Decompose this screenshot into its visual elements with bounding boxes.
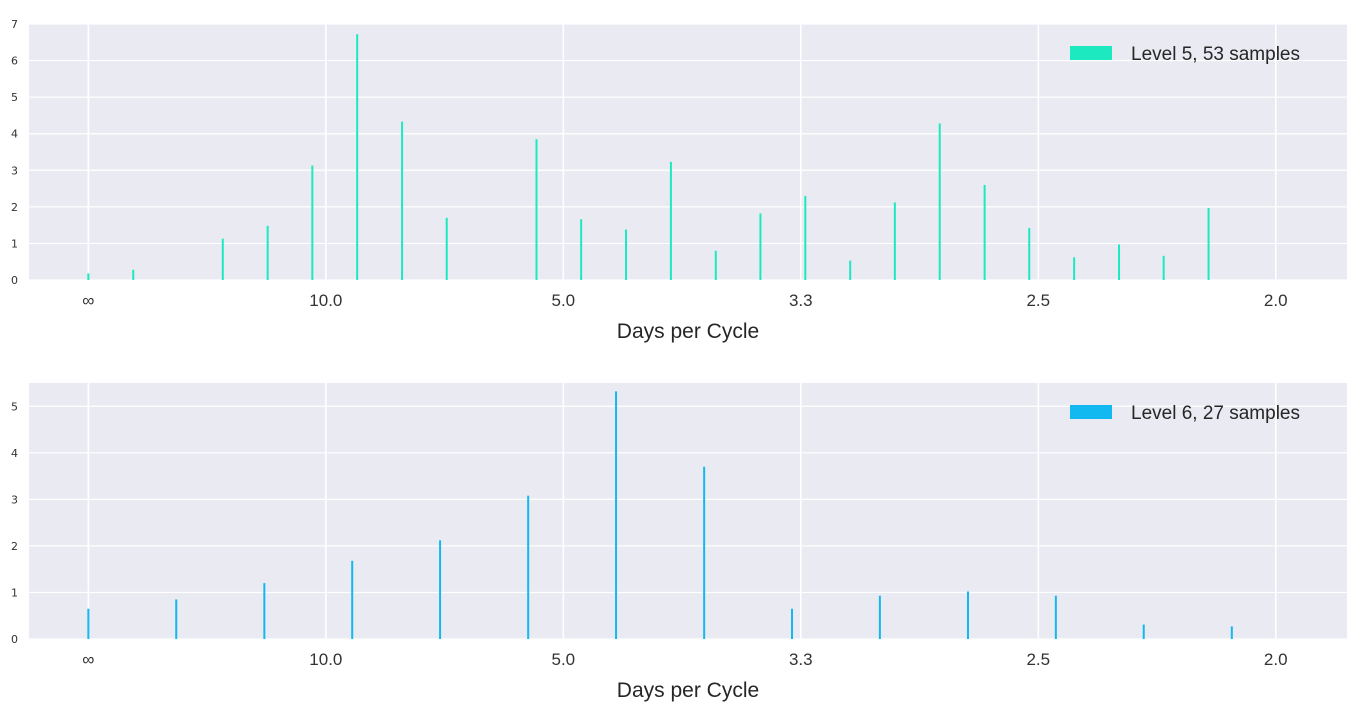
legend-swatch xyxy=(1070,46,1112,60)
y-tick-label: 4 xyxy=(11,128,18,141)
x-tick-label: 2.5 xyxy=(1026,291,1050,310)
bar xyxy=(1118,244,1121,280)
bar xyxy=(221,238,224,280)
x-tick-label: 3.3 xyxy=(789,650,813,669)
y-tick-label: 1 xyxy=(11,586,18,599)
bar xyxy=(849,260,852,280)
bar xyxy=(759,213,762,280)
bar xyxy=(1207,207,1210,280)
bar xyxy=(1073,257,1076,280)
bar xyxy=(1054,595,1057,639)
y-tick-label: 3 xyxy=(11,164,18,177)
y-tick-label: 7 xyxy=(11,18,18,31)
bar xyxy=(87,273,90,280)
x-axis-label: Days per Cycle xyxy=(617,320,759,343)
grid-lines xyxy=(29,383,1347,640)
plot-area xyxy=(29,24,1347,280)
bar xyxy=(625,229,628,280)
y-tick-label: 0 xyxy=(11,633,18,646)
bar xyxy=(791,608,794,639)
bar xyxy=(580,219,583,280)
y-tick-label: 0 xyxy=(11,274,18,287)
x-axis-ticks: ∞ 10.0 5.0 3.3 2.5 2.0 xyxy=(82,291,1287,310)
bar xyxy=(714,250,717,280)
bar xyxy=(878,595,881,639)
bar xyxy=(804,195,807,280)
x-tick-label: 2.0 xyxy=(1264,291,1288,310)
bar xyxy=(535,139,538,280)
bar xyxy=(311,165,314,280)
bar xyxy=(703,466,706,639)
y-tick-label: 1 xyxy=(11,237,18,250)
legend-swatch xyxy=(1070,405,1112,419)
bar xyxy=(356,34,359,280)
bar xyxy=(938,123,941,280)
x-axis-label: Days per Cycle xyxy=(617,679,759,702)
x-tick-label: 3.3 xyxy=(789,291,813,310)
x-axis-ticks: ∞ 10.0 5.0 3.3 2.5 2.0 xyxy=(82,650,1287,669)
y-tick-label: 2 xyxy=(11,540,18,553)
y-tick-label: 4 xyxy=(11,447,18,460)
x-tick-label: ∞ xyxy=(82,650,94,669)
chart-panel-level-5: 0 1 2 3 4 5 6 7 ∞ 10.0 5.0 3.3 2.5 2.0 Days per Cycl… xyxy=(11,18,1347,343)
bar xyxy=(669,161,672,280)
legend: Level 5, 53 samples xyxy=(1070,44,1300,65)
x-tick-label: 2.5 xyxy=(1026,650,1050,669)
x-tick-label: 2.0 xyxy=(1264,650,1288,669)
plot-area xyxy=(29,383,1347,639)
y-tick-label: 3 xyxy=(11,493,18,506)
x-tick-label: 5.0 xyxy=(552,650,576,669)
y-tick-label: 2 xyxy=(11,201,18,214)
x-tick-label: 10.0 xyxy=(309,291,342,310)
bar xyxy=(401,121,404,280)
bar xyxy=(1142,624,1145,639)
bar xyxy=(1230,626,1233,639)
y-tick-label: 5 xyxy=(11,91,18,104)
y-tick-label: 6 xyxy=(11,55,18,68)
bar xyxy=(615,391,618,639)
grid-lines xyxy=(29,23,1347,281)
x-tick-label: 5.0 xyxy=(552,291,576,310)
bar xyxy=(893,202,896,280)
legend: Level 6, 27 samples xyxy=(1070,403,1300,424)
bars xyxy=(87,34,1210,280)
bar xyxy=(527,495,530,639)
y-tick-label: 5 xyxy=(11,400,18,413)
bar xyxy=(439,540,442,639)
y-axis-ticks: 0 1 2 3 4 5 xyxy=(11,400,18,646)
bar xyxy=(966,591,969,639)
bar xyxy=(1162,255,1165,280)
x-tick-label: 10.0 xyxy=(309,650,342,669)
bar xyxy=(266,225,269,280)
bar xyxy=(1028,228,1031,280)
legend-label: Level 6, 27 samples xyxy=(1131,403,1300,424)
y-axis-ticks: 0 1 2 3 4 5 6 7 xyxy=(11,18,18,287)
x-tick-label: ∞ xyxy=(82,291,94,310)
legend-label: Level 5, 53 samples xyxy=(1131,44,1300,65)
bar xyxy=(87,608,90,639)
bar xyxy=(175,599,178,639)
bar xyxy=(263,583,266,639)
bar xyxy=(132,269,135,280)
bar xyxy=(445,217,448,280)
bars xyxy=(87,391,1233,639)
bar xyxy=(983,184,986,280)
bar xyxy=(351,560,354,639)
